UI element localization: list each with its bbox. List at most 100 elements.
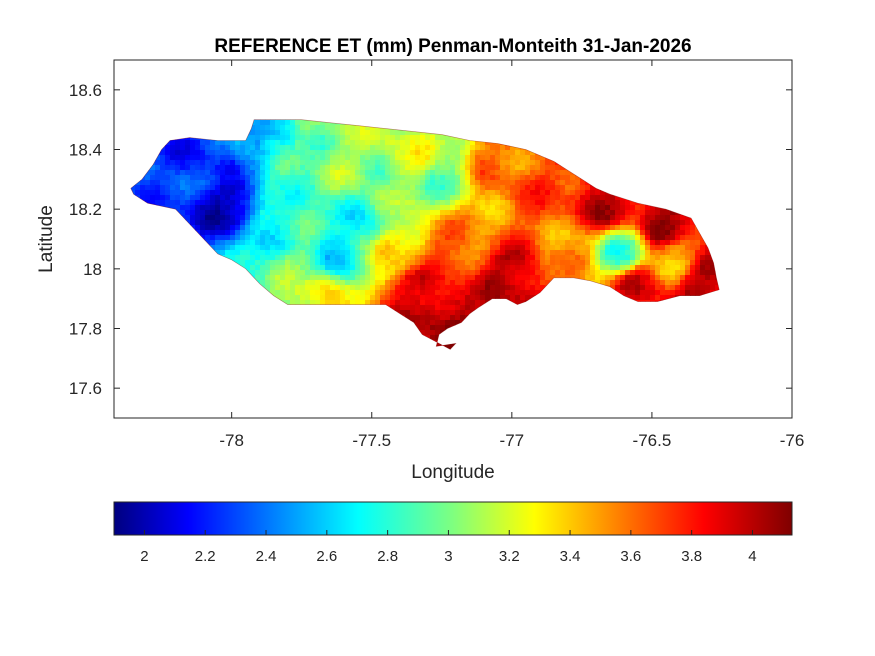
et-cell (620, 240, 626, 246)
et-cell (470, 260, 476, 266)
et-cell (230, 225, 236, 231)
et-cell (230, 175, 236, 181)
et-cell (545, 175, 551, 181)
et-cell (170, 170, 176, 176)
et-cell (420, 155, 426, 161)
et-cell (365, 165, 371, 171)
et-cell (330, 230, 336, 236)
et-cell (405, 135, 411, 141)
et-cell (515, 290, 521, 296)
et-cell (340, 160, 346, 166)
et-cell (430, 235, 436, 241)
et-cell (440, 210, 446, 216)
et-cell (495, 195, 501, 201)
et-cell (225, 185, 231, 191)
et-cell (450, 165, 456, 171)
et-cell (270, 160, 276, 166)
et-cell (465, 165, 471, 171)
et-cell (355, 240, 361, 246)
et-cell (595, 225, 601, 231)
et-cell (385, 135, 391, 141)
et-cell (705, 265, 711, 271)
et-cell (380, 300, 386, 306)
et-cell (485, 295, 491, 301)
et-cell (565, 185, 571, 191)
et-cell (225, 160, 231, 166)
et-cell (440, 155, 446, 161)
et-cell (200, 190, 206, 196)
et-cell (505, 165, 511, 171)
et-cell (445, 230, 451, 236)
et-cell (635, 265, 641, 271)
et-cell (410, 160, 416, 166)
et-cell (500, 210, 506, 216)
et-cell (620, 215, 626, 221)
et-cell (230, 185, 236, 191)
et-cell (290, 145, 296, 151)
et-cell (340, 155, 346, 161)
et-cell (320, 140, 326, 146)
et-cell (310, 225, 316, 231)
et-cell (330, 220, 336, 226)
et-cell (395, 135, 401, 141)
et-cell (385, 200, 391, 206)
et-cell (475, 235, 481, 241)
et-cell (385, 210, 391, 216)
et-cell (290, 285, 296, 291)
et-cell (460, 255, 466, 261)
et-cell (390, 250, 396, 256)
et-cell (195, 165, 201, 171)
et-cell (610, 210, 616, 216)
et-cell (400, 210, 406, 216)
et-cell (630, 275, 636, 281)
et-cell (680, 215, 686, 221)
et-cell (355, 230, 361, 236)
et-cell (480, 205, 486, 211)
et-cell (475, 245, 481, 251)
et-cell (315, 300, 321, 306)
et-cell (445, 245, 451, 251)
et-cell (375, 200, 381, 206)
et-cell (210, 180, 216, 186)
et-cell (255, 250, 261, 256)
et-cell (415, 290, 421, 296)
et-cell (370, 205, 376, 211)
et-cell (695, 285, 701, 291)
et-cell (360, 270, 366, 276)
et-cell (245, 235, 251, 241)
et-cell (380, 295, 386, 301)
et-cell (225, 255, 231, 261)
et-cell (330, 215, 336, 221)
et-cell (235, 235, 241, 241)
et-cell (390, 260, 396, 266)
et-cell (655, 220, 661, 226)
et-cell (340, 245, 346, 251)
et-cell (375, 295, 381, 301)
et-cell (200, 170, 206, 176)
et-cell (530, 210, 536, 216)
et-cell (430, 310, 436, 316)
et-cell (585, 200, 591, 206)
et-cell (145, 175, 151, 181)
et-cell (440, 165, 446, 171)
et-cell (615, 205, 621, 211)
et-cell (560, 230, 566, 236)
et-cell (550, 165, 556, 171)
et-cell (340, 190, 346, 196)
et-cell (390, 170, 396, 176)
et-cell (350, 295, 356, 301)
et-cell (330, 155, 336, 161)
et-cell (505, 270, 511, 276)
et-cell (470, 180, 476, 186)
et-cell (405, 270, 411, 276)
et-cell (515, 295, 521, 301)
et-cell (360, 215, 366, 221)
et-cell (245, 255, 251, 261)
et-cell (465, 240, 471, 246)
et-cell (480, 230, 486, 236)
et-cell (620, 280, 626, 286)
et-cell (300, 215, 306, 221)
et-cell (185, 140, 191, 146)
et-cell (490, 240, 496, 246)
et-cell (515, 150, 521, 156)
